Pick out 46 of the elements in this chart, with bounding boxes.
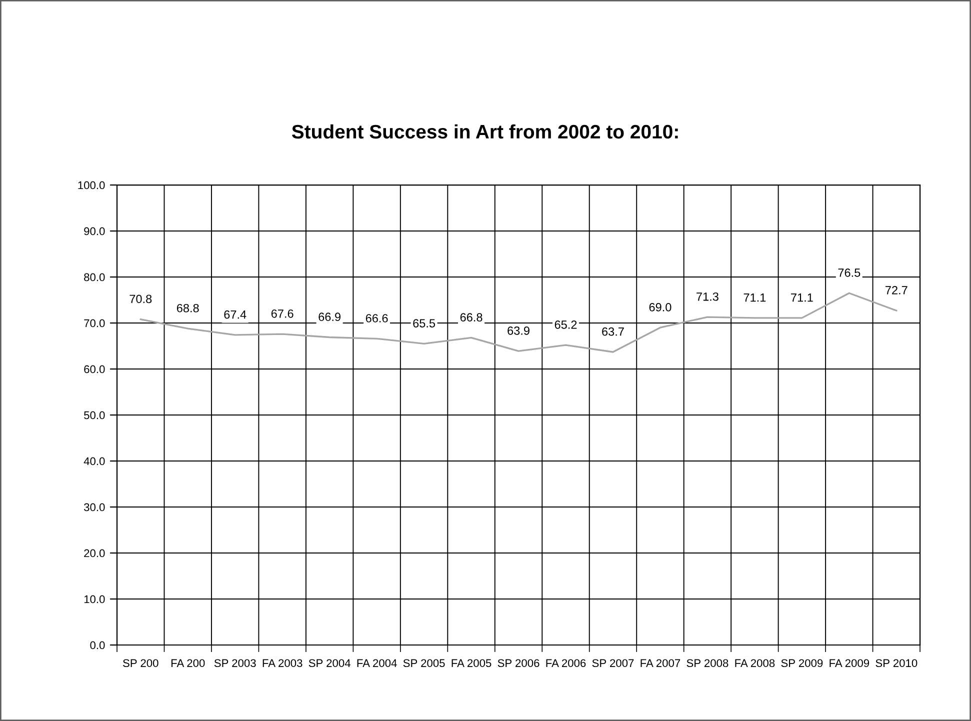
data-label: 65.2 xyxy=(554,320,577,329)
x-tick-label: FA 2005 xyxy=(452,659,492,668)
x-tick-label: SP 2008 xyxy=(686,659,728,668)
y-tick-label: 30.0 xyxy=(84,503,105,512)
x-tick-label: SP 2004 xyxy=(308,659,350,668)
y-tick-label: 10.0 xyxy=(84,595,105,604)
data-label: 67.4 xyxy=(224,310,246,319)
x-tick-label: FA 2006 xyxy=(546,659,586,668)
y-tick-label: 0.0 xyxy=(90,641,105,650)
data-label: 63.7 xyxy=(602,327,624,336)
y-tick-label: 40.0 xyxy=(84,457,105,466)
data-label: 70.8 xyxy=(130,294,152,304)
data-label: 67.6 xyxy=(271,309,294,318)
data-label: 63.9 xyxy=(508,326,530,335)
data-label: 68.8 xyxy=(176,304,199,312)
y-tick-label: 50.0 xyxy=(84,411,105,420)
data-label: 71.3 xyxy=(696,292,718,301)
y-tick-label: 60.0 xyxy=(84,365,105,374)
x-tick-label: SP 2006 xyxy=(498,659,540,668)
x-tick-label: SP 2007 xyxy=(592,659,634,668)
x-tick-label: SP 2003 xyxy=(214,659,256,668)
y-tick-label: 100.0 xyxy=(78,181,105,190)
chart-title: Student Success in Art from 2002 to 2010: xyxy=(292,124,678,139)
x-tick-label: FA 2003 xyxy=(262,659,302,668)
x-tick-label: FA 2007 xyxy=(640,659,680,668)
data-label: 66.9 xyxy=(318,312,340,322)
x-tick-label: SP 2010 xyxy=(876,659,918,668)
data-label: 66.8 xyxy=(460,313,482,322)
data-label: 71.1 xyxy=(791,293,813,302)
x-tick-label: FA 2009 xyxy=(830,659,870,668)
x-tick-label: SP 200 xyxy=(123,659,158,668)
y-tick-label: 80.0 xyxy=(84,273,105,282)
y-tick-label: 20.0 xyxy=(84,549,105,558)
x-tick-label: SP 2009 xyxy=(781,659,823,668)
x-tick-label: SP 2005 xyxy=(403,659,445,668)
y-tick-label: 70.0 xyxy=(84,319,105,328)
y-tick-label: 90.0 xyxy=(84,227,105,236)
data-label: 71.1 xyxy=(744,293,766,302)
data-label: 72.7 xyxy=(886,286,908,294)
x-tick-label: FA 200 xyxy=(171,659,205,668)
x-tick-label: FA 2008 xyxy=(735,659,775,668)
data-label: 69.0 xyxy=(649,303,672,312)
data-label: 65.5 xyxy=(413,319,436,328)
data-label: 76.5 xyxy=(838,268,860,277)
data-label: 66.6 xyxy=(366,314,388,322)
x-tick-label: FA 2004 xyxy=(357,659,397,668)
